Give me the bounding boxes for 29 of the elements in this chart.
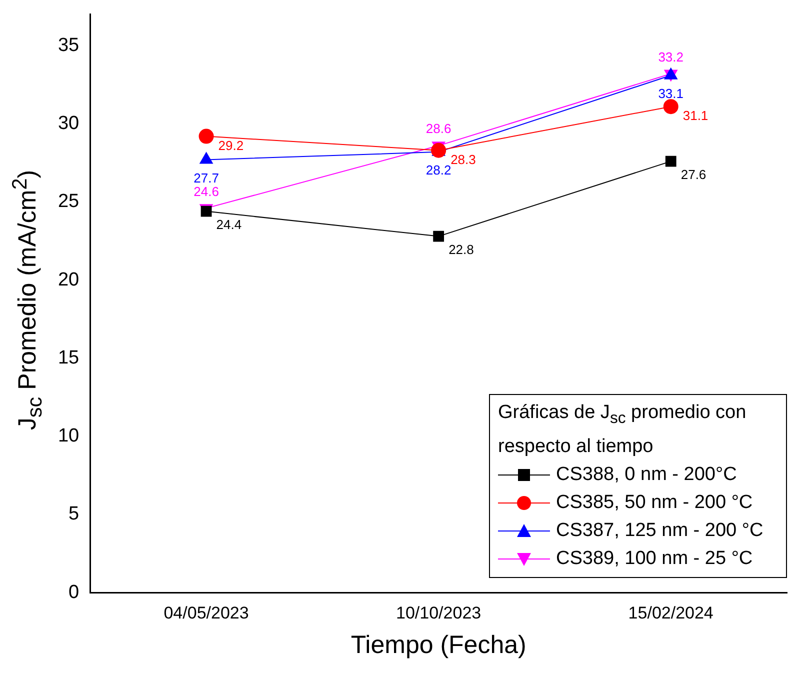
data-label: 33.2	[658, 49, 684, 64]
x-axis-title: Tiempo (Fecha)	[350, 630, 526, 659]
y-tick-label: 0	[68, 582, 80, 603]
data-label: 28.3	[450, 152, 476, 167]
y-tick-label: 30	[58, 113, 80, 134]
x-tick-label: 04/05/2023	[164, 603, 249, 622]
data-label: 22.8	[448, 242, 474, 257]
y-tick-label: 10	[58, 426, 80, 447]
legend-label: CS385, 50 nm - 200 °C	[556, 491, 753, 515]
y-tick-label: 25	[58, 191, 80, 212]
legend-title: Gráficas de J$_{sc}$ promedio con respecto al tiempo	[498, 401, 748, 459]
data-label: 24.4	[216, 216, 242, 232]
data-label: 27.6	[680, 166, 706, 182]
data-label: 28.2	[426, 162, 452, 178]
data-label: 28.6	[426, 121, 452, 136]
legend-label: CS389, 100 nm - 25 °C	[556, 547, 753, 571]
x-tick-label: 15/02/2024	[628, 603, 714, 622]
data-label: 29.2	[218, 138, 244, 153]
data-label: 24.6	[194, 184, 219, 199]
legend-label: CS388, 0 nm - 200°C	[556, 463, 737, 487]
data-label: 33.1	[658, 86, 684, 101]
x-tick-label: 10/10/2023	[396, 603, 482, 622]
y-tick-label: 15	[58, 347, 80, 368]
y-tick-label: 35	[58, 34, 80, 56]
legend-label: CS387, 125 nm - 200 °C	[556, 519, 764, 543]
data-label: 27.7	[194, 170, 219, 186]
y-tick-label: 20	[58, 269, 80, 290]
data-label: 31.1	[682, 108, 708, 124]
y-tick-label: 5	[68, 504, 80, 525]
